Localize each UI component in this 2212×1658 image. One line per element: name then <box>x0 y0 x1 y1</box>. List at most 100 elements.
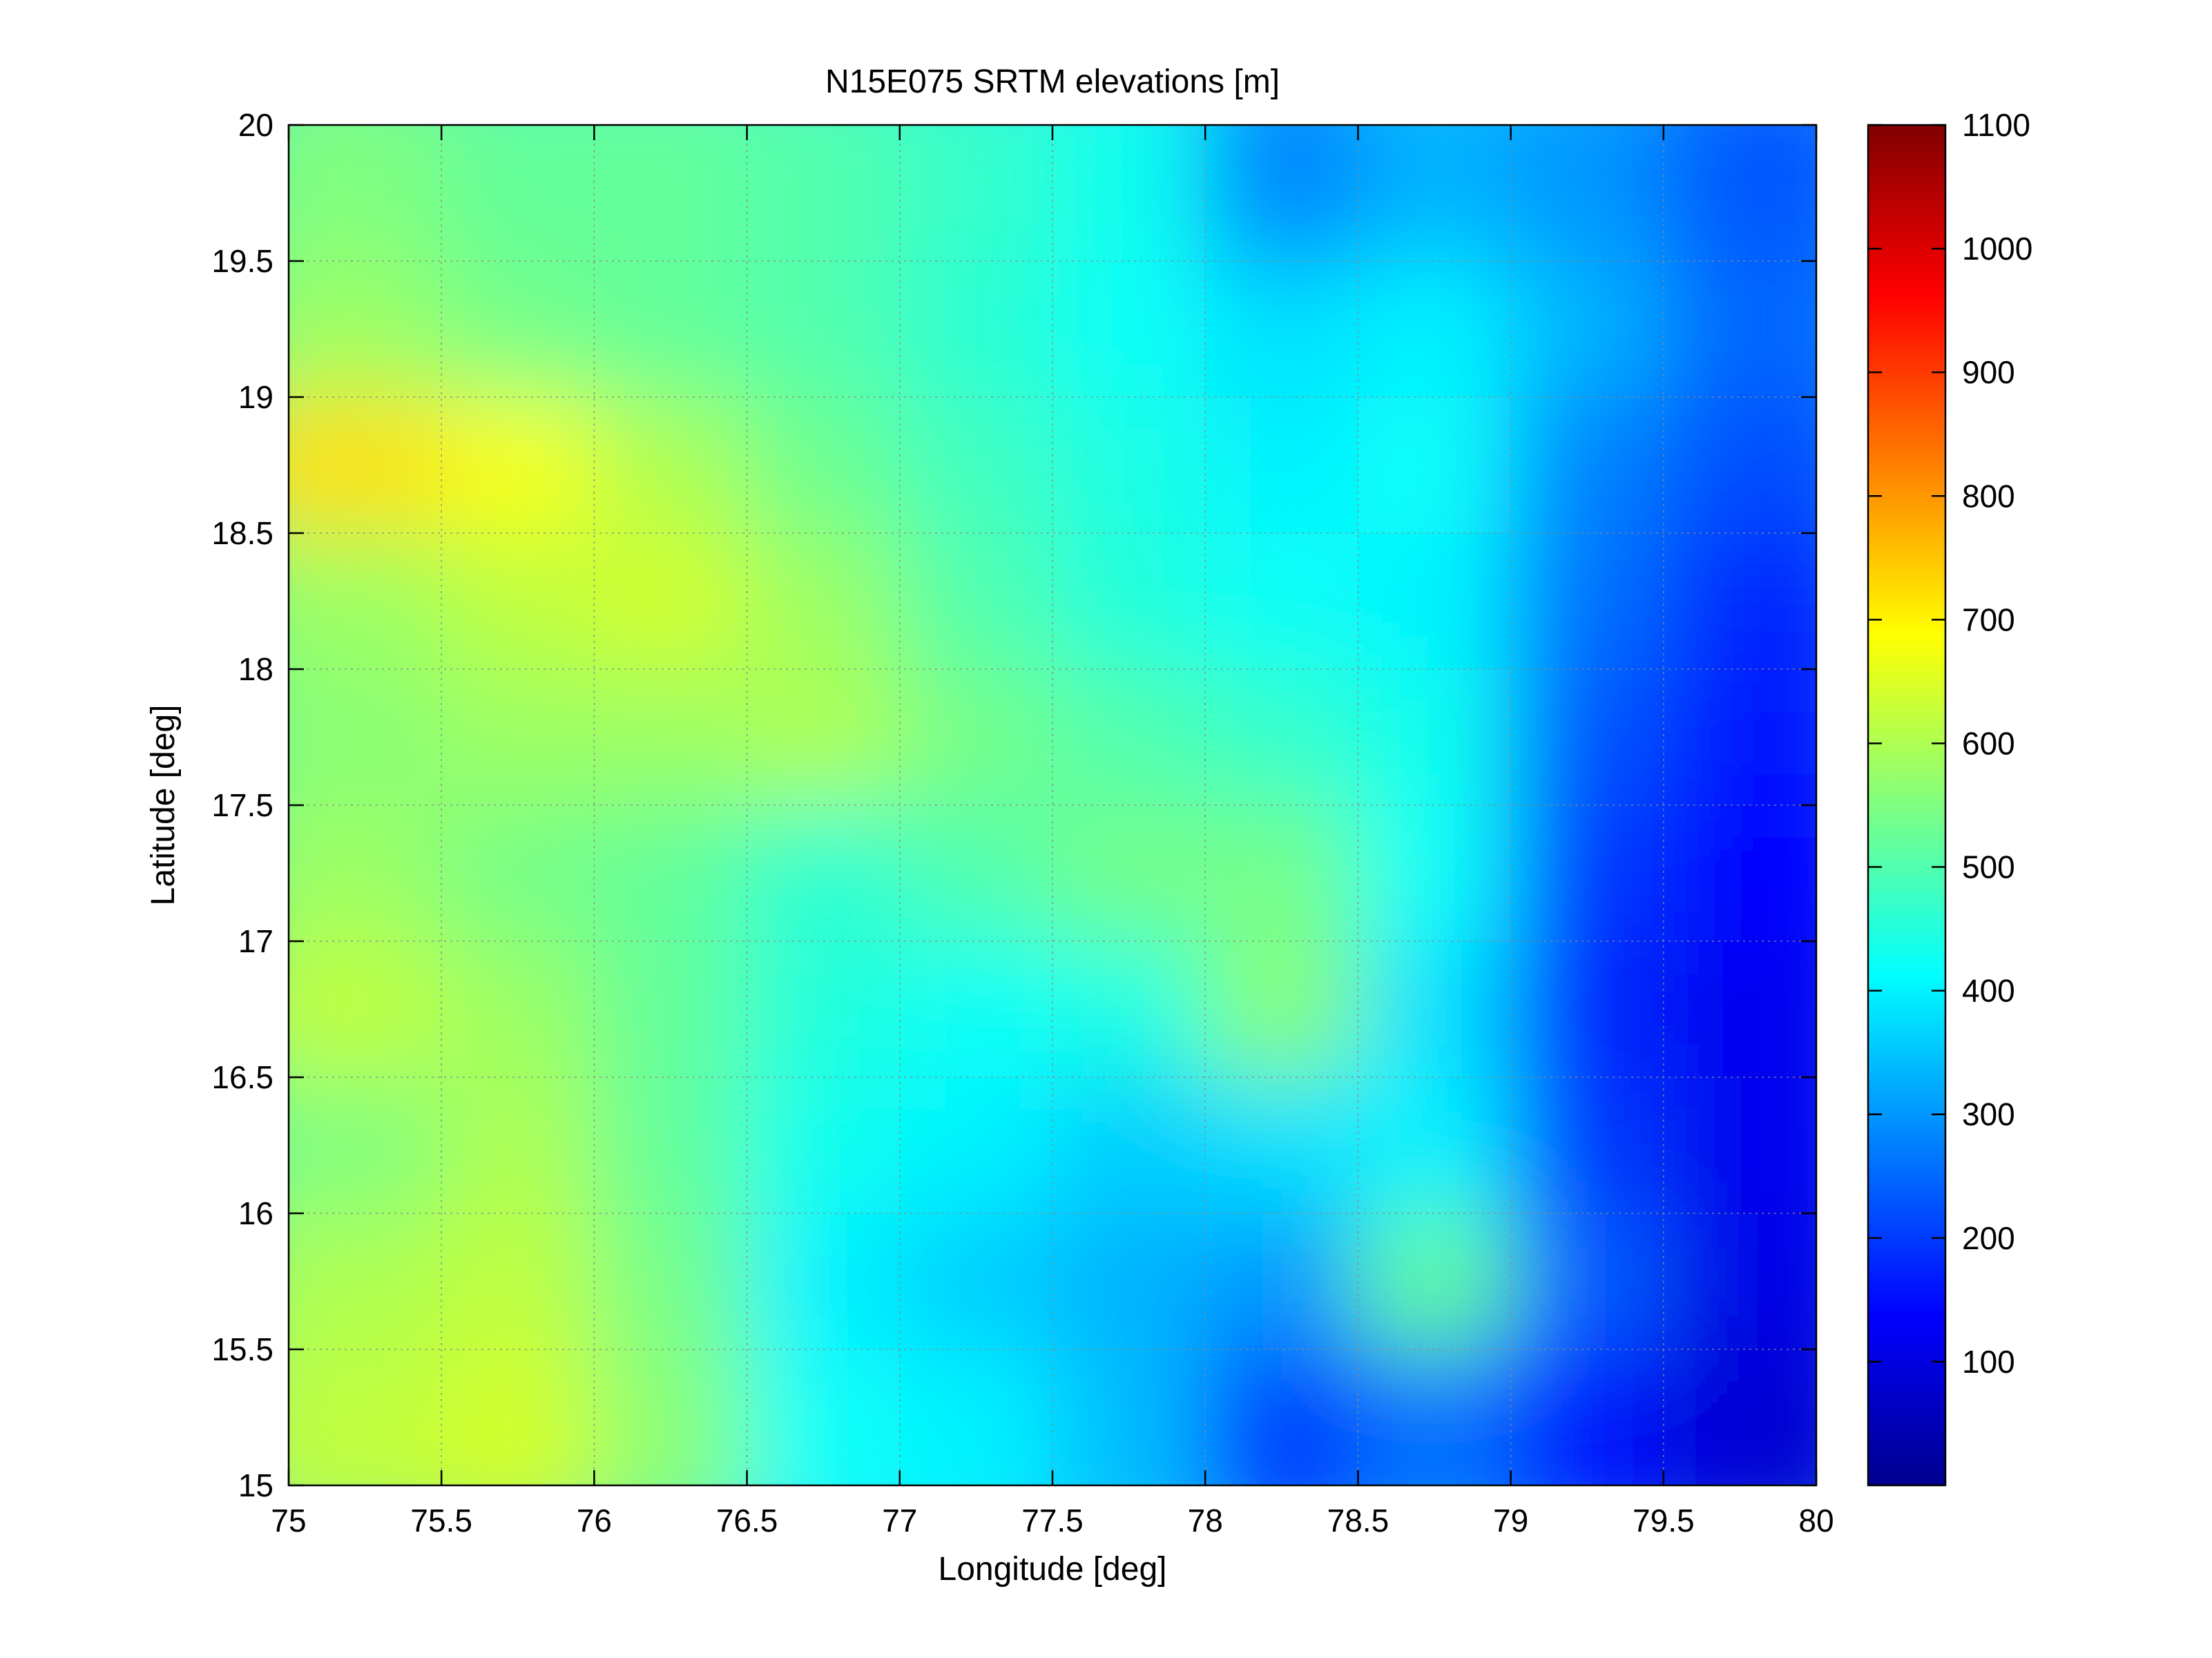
x-tick-label: 76.5 <box>716 1503 778 1539</box>
heatmap-cell <box>1510 533 1664 669</box>
heatmap-cell <box>441 805 595 941</box>
heatmap-cell <box>1510 805 1664 941</box>
heatmap-cell <box>899 1213 1052 1349</box>
colorbar: 100 200 300 400 500 600 700 800 900 1000 1100 <box>1867 107 2032 1487</box>
heatmap-cell <box>441 669 595 805</box>
heatmap-cell <box>1205 805 1358 941</box>
heatmap-cell <box>1358 261 1511 397</box>
heatmap-cell <box>1510 397 1664 533</box>
heatmap-cell <box>1510 1213 1664 1349</box>
heatmap-cell <box>289 533 442 669</box>
heatmap-cell <box>1052 669 1206 805</box>
heatmap-cell <box>899 125 1052 261</box>
heatmap-cell <box>289 805 442 941</box>
heatmap-cell <box>441 1077 595 1213</box>
y-tick-label: 19.5 <box>211 243 273 279</box>
y-tick-label: 15 <box>238 1467 273 1503</box>
heatmap-cell <box>747 1213 900 1349</box>
heatmap-cell <box>1358 941 1511 1077</box>
heatmap-cell <box>594 533 747 669</box>
colorbar-tick-label: 800 <box>1962 478 2015 514</box>
y-tick-label: 15.5 <box>211 1331 273 1367</box>
heatmap-cell <box>899 397 1052 533</box>
heatmap-cell <box>1205 125 1358 261</box>
heatmap-cell <box>594 941 747 1077</box>
heatmap-cell <box>747 1077 900 1213</box>
heatmap-cell <box>1663 669 1816 805</box>
heatmap-cell <box>747 669 900 805</box>
heatmap-cell <box>1205 533 1358 669</box>
heatmap-cell <box>441 125 595 261</box>
heatmap-cell <box>1358 1213 1511 1349</box>
heatmap-cell <box>441 533 595 669</box>
heatmap-cell <box>594 1349 747 1485</box>
heatmap-cell <box>899 1077 1052 1213</box>
colorbar-tick-label: 500 <box>1962 849 2015 885</box>
heatmap-cell <box>1358 805 1511 941</box>
heatmap-cell <box>441 1213 595 1349</box>
heatmap-cell <box>747 261 900 397</box>
heatmap-cell <box>1663 1349 1816 1485</box>
heatmap-cell <box>1052 261 1206 397</box>
y-tick-label: 18 <box>238 651 273 687</box>
heatmap-cell <box>289 1349 442 1485</box>
heatmap-cell <box>594 669 747 805</box>
heatmap-cell <box>289 1213 442 1349</box>
heatmap-cell <box>899 805 1052 941</box>
x-tick-label: 75.5 <box>410 1503 472 1539</box>
heatmap-cell <box>1052 805 1206 941</box>
y-tick-label: 17.5 <box>211 787 273 823</box>
y-tick-label: 16 <box>238 1195 273 1231</box>
heatmap-cell <box>594 125 747 261</box>
x-axis-tick-labels: 75 75.5 76 76.5 77 77.5 78 78.5 79 79.5 80 <box>271 1503 1834 1539</box>
heatmap-cell <box>1510 125 1664 261</box>
heatmap-cell <box>899 1349 1052 1485</box>
heatmap-cell <box>1510 1077 1664 1213</box>
heatmap-cell <box>1510 261 1664 397</box>
y-tick-label: 19 <box>238 379 273 415</box>
colorbar-tick-label: 700 <box>1962 601 2015 637</box>
heatmap-cell <box>899 261 1052 397</box>
heatmap-cell <box>594 805 747 941</box>
colorbar-tick-labels: 100 200 300 400 500 600 700 800 900 1000 1100 <box>1962 107 2032 1380</box>
x-tick-label: 79.5 <box>1633 1503 1695 1539</box>
y-tick-label: 20 <box>238 107 273 143</box>
heatmap-cell <box>1663 261 1816 397</box>
x-tick-label: 79 <box>1493 1503 1528 1539</box>
heatmap-cell <box>289 261 442 397</box>
axis-ticks <box>287 124 1818 1487</box>
heatmap-cell <box>1052 1213 1206 1349</box>
heatmap-cell <box>1510 669 1664 805</box>
heatmap-cell <box>289 941 442 1077</box>
x-tick-label: 78 <box>1188 1503 1223 1539</box>
heatmap-cell <box>1052 533 1206 669</box>
y-tick-label: 18.5 <box>211 515 273 551</box>
heatmap-cell <box>594 1077 747 1213</box>
colorbar-tick-label: 100 <box>1962 1344 2015 1380</box>
colorbar-tick-label: 200 <box>1962 1220 2015 1256</box>
x-axis-title: Longitude [deg] <box>939 1551 1167 1588</box>
heatmap-cell <box>747 805 900 941</box>
heatmap-cell <box>1205 941 1358 1077</box>
heatmap-cell <box>594 397 747 533</box>
y-tick-label: 16.5 <box>211 1059 273 1095</box>
heatmap-cell <box>1205 261 1358 397</box>
heatmap-cell <box>1205 1349 1358 1485</box>
heatmap-cell <box>1052 397 1206 533</box>
x-tick-label: 75 <box>271 1503 306 1539</box>
heatmap-cell <box>441 397 595 533</box>
heatmap-cell <box>899 669 1052 805</box>
heatmap-cell <box>1052 1349 1206 1485</box>
heatmap-cell <box>899 533 1052 669</box>
y-axis-title: Latitude [deg] <box>145 705 182 906</box>
colorbar-frame <box>1867 124 1947 1487</box>
x-tick-label: 76 <box>577 1503 612 1539</box>
heatmap-cell <box>441 261 595 397</box>
heatmap-cell <box>441 941 595 1077</box>
heatmap-cell <box>1205 397 1358 533</box>
heatmap-cell <box>747 533 900 669</box>
heatmap-cell <box>441 1349 595 1485</box>
colorbar-tick-label: 1000 <box>1962 231 2032 267</box>
heatmap-cell <box>1205 669 1358 805</box>
heatmap-cell <box>289 125 442 261</box>
